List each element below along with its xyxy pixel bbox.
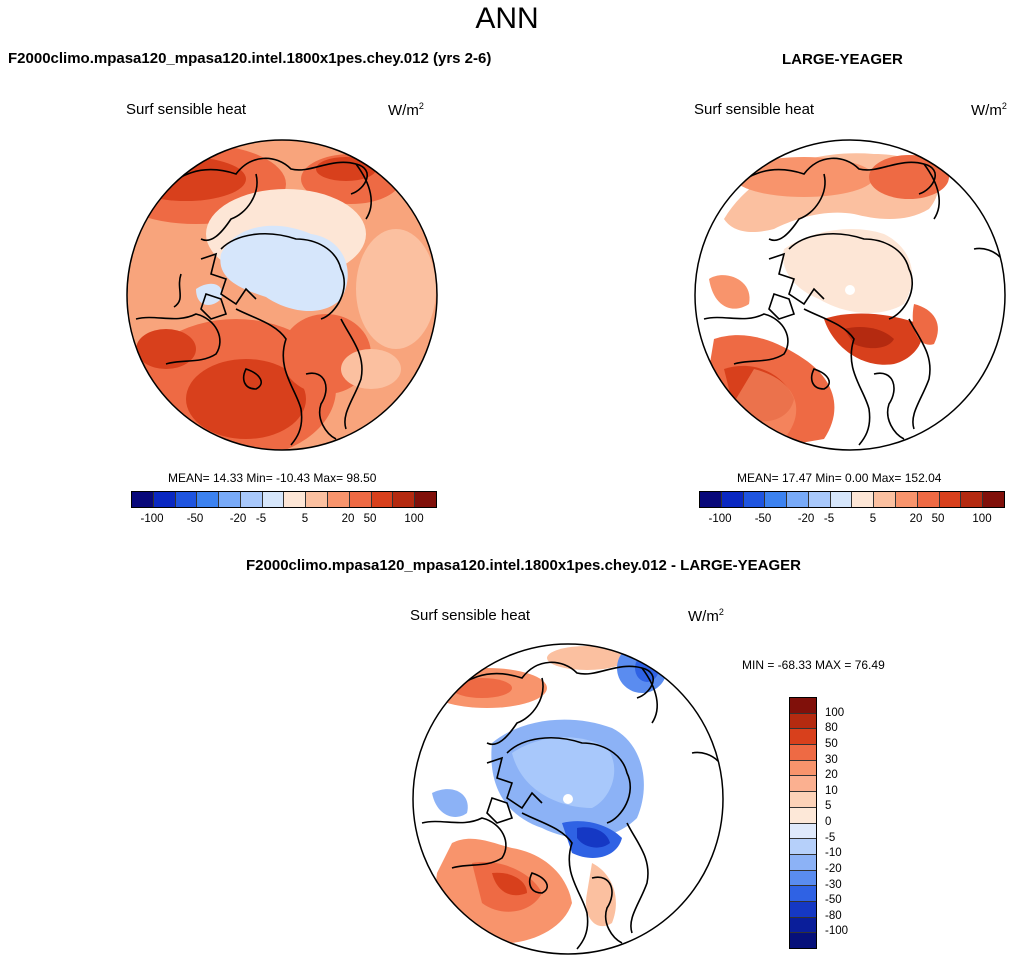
panel-a-stats: MEAN= 14.33 Min= -10.43 Max= 98.50 — [168, 471, 377, 485]
colorbar-tick-label: -5 — [825, 831, 836, 844]
colorbar-swatch — [790, 854, 816, 871]
panel-diff-map — [412, 643, 724, 955]
colorbar-swatch — [262, 492, 285, 507]
colorbar-swatch — [790, 886, 816, 902]
colorbar-swatch — [790, 807, 816, 824]
panel-b-stats: MEAN= 17.47 Min= 0.00 Max= 152.04 — [737, 471, 942, 485]
colorbar-swatch — [917, 492, 940, 507]
panel-diff-units: W/m2 — [688, 607, 724, 625]
colorbar-swatch — [939, 492, 962, 507]
panel-diff-variable: Surf sensible heat — [410, 607, 531, 624]
colorbar-swatch — [830, 492, 853, 507]
colorbar-swatch — [197, 492, 220, 507]
colorbar-swatch — [961, 492, 984, 507]
panel-b-map — [694, 139, 1006, 451]
colorbar-tick-label: -5 — [255, 513, 267, 525]
colorbar-tick-label: 100 — [972, 513, 992, 525]
colorbar-tick-label: 20 — [825, 769, 838, 782]
panel-diff-colorbar — [789, 697, 817, 949]
figure-title: ANN — [475, 2, 539, 35]
colorbar-tick-label: -5 — [823, 513, 835, 525]
colorbar-tick-label: -100 — [825, 925, 849, 938]
panel-b-colorbar — [699, 491, 1005, 508]
colorbar-tick-label: 5 — [869, 513, 877, 525]
colorbar-tick-label: -50 — [186, 513, 204, 525]
colorbar-tick-label: -20 — [797, 513, 815, 525]
colorbar-tick-label: 80 — [825, 722, 838, 735]
colorbar-swatch — [175, 492, 198, 507]
colorbar-swatch — [306, 492, 329, 507]
panel-a-map — [126, 139, 438, 451]
colorbar-swatch — [721, 492, 744, 507]
colorbar-swatch — [790, 729, 816, 746]
colorbar-swatch — [765, 492, 788, 507]
colorbar-tick-label: -50 — [825, 894, 842, 907]
panel-a-title: F2000climo.mpasa120_mpasa120.intel.1800x… — [8, 50, 492, 67]
colorbar-tick-label: -30 — [825, 878, 842, 891]
colorbar-tick-label: 50 — [825, 737, 838, 750]
colorbar-swatch — [790, 901, 816, 918]
panel-a-variable: Surf sensible heat — [126, 101, 247, 118]
colorbar-swatch — [790, 745, 816, 761]
colorbar-tick-label: 5 — [301, 513, 309, 525]
colorbar-swatch — [393, 492, 416, 507]
colorbar-tick-label: 50 — [363, 513, 377, 525]
colorbar-swatch — [790, 792, 816, 808]
colorbar-swatch — [328, 492, 350, 507]
colorbar-swatch — [240, 492, 263, 507]
colorbar-tick-label: -20 — [229, 513, 247, 525]
colorbar-swatch — [153, 492, 176, 507]
panel-diff-colorbar-ticks: 100 80 50 30 20 10 5 0 -5 -10 -20 -30 -5… — [825, 697, 865, 947]
colorbar-swatch — [743, 492, 766, 507]
panel-b-variable: Surf sensible heat — [694, 101, 815, 118]
colorbar-swatch — [787, 492, 809, 507]
colorbar-swatch — [790, 698, 816, 714]
colorbar-swatch — [790, 776, 816, 793]
colorbar-tick-label: -20 — [825, 862, 842, 875]
colorbar-tick-label: 30 — [825, 753, 838, 766]
colorbar-swatch — [983, 492, 1004, 507]
panel-a-colorbar — [131, 491, 437, 508]
colorbar-tick-label: 100 — [404, 513, 424, 525]
colorbar-tick-label: 0 — [825, 816, 832, 828]
colorbar-swatch — [790, 917, 816, 934]
colorbar-swatch — [790, 933, 816, 948]
colorbar-tick-label: 50 — [931, 513, 945, 525]
colorbar-swatch — [219, 492, 241, 507]
colorbar-tick-label: 100 — [825, 706, 845, 719]
colorbar-tick-label: 20 — [341, 513, 355, 525]
colorbar-tick-label: -100 — [140, 513, 164, 525]
colorbar-tick-label: -10 — [825, 847, 842, 860]
colorbar-swatch — [700, 492, 722, 507]
colorbar-swatch — [852, 492, 875, 507]
colorbar-swatch — [790, 760, 816, 777]
panel-diff-title: F2000climo.mpasa120_mpasa120.intel.1800x… — [246, 557, 802, 574]
panel-b-units: W/m2 — [971, 101, 1007, 119]
panel-b-colorbar-ticks: -100 -50 -20 -5 5 20 50 100 — [699, 513, 1003, 527]
colorbar-swatch — [371, 492, 394, 507]
colorbar-tick-label: -100 — [708, 513, 732, 525]
colorbar-tick-label: -80 — [825, 909, 842, 922]
colorbar-swatch — [896, 492, 918, 507]
colorbar-tick-label: -50 — [754, 513, 772, 525]
colorbar-tick-label: 20 — [909, 513, 923, 525]
colorbar-swatch — [874, 492, 897, 507]
colorbar-swatch — [415, 492, 436, 507]
colorbar-swatch — [790, 713, 816, 730]
colorbar-tick-label: 5 — [825, 800, 832, 813]
panel-a-units: W/m2 — [388, 101, 424, 119]
colorbar-swatch — [790, 823, 816, 840]
colorbar-swatch — [284, 492, 307, 507]
panel-b-title: LARGE-YEAGER — [782, 51, 903, 68]
colorbar-swatch — [790, 870, 816, 887]
colorbar-swatch — [132, 492, 154, 507]
panel-diff-minmax: MIN = -68.33 MAX = 76.49 — [742, 658, 885, 672]
colorbar-swatch — [808, 492, 831, 507]
colorbar-swatch — [349, 492, 372, 507]
colorbar-tick-label: 10 — [825, 784, 838, 797]
panel-a-colorbar-ticks: -100 -50 -20 -5 5 20 50 100 — [131, 513, 435, 527]
colorbar-swatch — [790, 839, 816, 855]
